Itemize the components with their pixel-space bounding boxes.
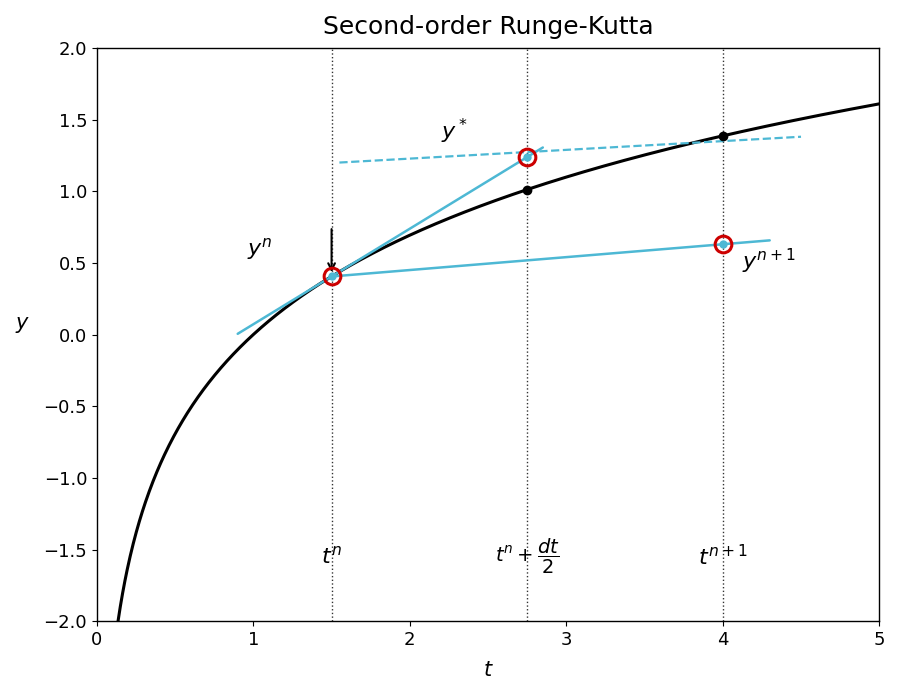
Text: $y^n$: $y^n$ bbox=[247, 236, 272, 262]
Text: $y^{n+1}$: $y^{n+1}$ bbox=[742, 247, 796, 277]
Y-axis label: $y$: $y$ bbox=[15, 315, 30, 334]
Title: Second-order Runge-Kutta: Second-order Runge-Kutta bbox=[323, 15, 653, 39]
Text: $t^{n+1}$: $t^{n+1}$ bbox=[698, 544, 748, 569]
Text: $t^n$: $t^n$ bbox=[321, 546, 342, 568]
Text: $y^*$: $y^*$ bbox=[441, 117, 468, 146]
X-axis label: $t$: $t$ bbox=[482, 660, 493, 680]
Text: $t^n + \dfrac{dt}{2}$: $t^n + \dfrac{dt}{2}$ bbox=[495, 537, 560, 576]
